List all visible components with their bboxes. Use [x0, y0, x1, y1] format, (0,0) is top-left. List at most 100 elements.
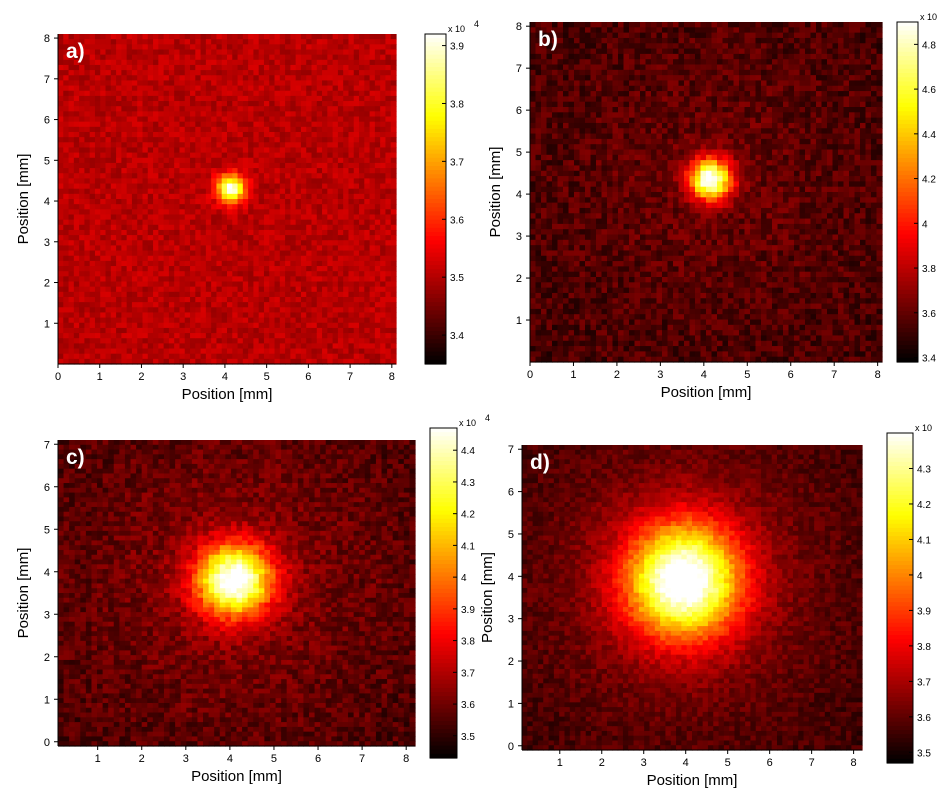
y-tick-label: 4 — [516, 189, 522, 201]
x-tick-label: 5 — [271, 753, 277, 765]
colorbar-tick-label: 3.7 — [917, 677, 931, 688]
y-tick-label: 7 — [44, 439, 50, 451]
y-tick-label: 2 — [508, 656, 514, 668]
colorbar-tick-label: 4.2 — [461, 510, 475, 521]
colorbar-tick-label: 4.4 — [922, 130, 936, 141]
y-tick-label: 3 — [508, 614, 514, 626]
x-tick-label: 5 — [264, 371, 270, 383]
x-tick-label: 7 — [831, 369, 837, 381]
colorbar-tick-label: 3.6 — [917, 713, 931, 724]
colorbar-tick-label: 4.4 — [461, 446, 475, 457]
heatmap-image — [530, 22, 883, 363]
y-tick-label: 2 — [44, 278, 50, 290]
colorbar-exponent: 4 — [474, 19, 479, 29]
x-tick-label: 2 — [139, 753, 145, 765]
x-tick-label: 4 — [227, 753, 233, 765]
y-axis-label: Position [mm] — [15, 154, 32, 245]
colorbar-tick-label: 3.9 — [917, 606, 931, 617]
y-tick-label: 4 — [44, 196, 50, 208]
y-tick-label: 1 — [44, 694, 50, 706]
x-axis-label: Position [mm] — [191, 768, 282, 785]
y-tick-label: 7 — [516, 63, 522, 75]
x-tick-label: 7 — [347, 371, 353, 383]
y-tick-label: 5 — [516, 147, 522, 159]
x-tick-label: 2 — [138, 371, 144, 383]
colorbar-tick-label: 4.3 — [461, 478, 475, 489]
y-tick-label: 3 — [516, 231, 522, 243]
y-axis-label: Position [mm] — [479, 552, 496, 643]
y-tick-label: 7 — [508, 444, 514, 456]
colorbar-tick-label: 4.6 — [922, 85, 936, 96]
panel-label: c) — [66, 446, 85, 469]
x-tick-label: 1 — [557, 757, 563, 769]
colorbar-multiplier: x 10 — [920, 12, 937, 22]
x-tick-label: 5 — [725, 757, 731, 769]
y-tick-label: 1 — [44, 318, 50, 330]
colorbar-tick-label: 4.1 — [461, 541, 475, 552]
x-tick-label: 4 — [701, 369, 707, 381]
x-tick-label: 7 — [359, 753, 365, 765]
colorbar-tick-label: 3.8 — [917, 642, 931, 653]
panel-label: b) — [538, 28, 558, 51]
x-tick-label: 3 — [657, 369, 663, 381]
colorbar-tick-label: 4.2 — [922, 175, 936, 186]
x-tick-label: 6 — [315, 753, 321, 765]
colorbar-tick-label: 3.6 — [461, 700, 475, 711]
y-tick-label: 2 — [44, 652, 50, 664]
x-tick-label: 8 — [403, 753, 409, 765]
x-tick-label: 1 — [97, 371, 103, 383]
x-tick-label: 6 — [767, 757, 773, 769]
x-tick-label: 2 — [599, 757, 605, 769]
y-tick-label: 8 — [516, 21, 522, 33]
heatmap-image — [58, 34, 397, 365]
y-tick-label: 7 — [44, 74, 50, 86]
panel-label: d) — [530, 451, 550, 474]
x-tick-label: 2 — [614, 369, 620, 381]
x-axis-label: Position [mm] — [661, 384, 752, 401]
colorbar-tick-label: 3.6 — [922, 309, 936, 320]
colorbar-tick-label: 3.4 — [450, 331, 464, 342]
x-axis-label: Position [mm] — [647, 772, 738, 789]
colorbar-tick-label: 3.6 — [450, 215, 464, 226]
colorbar-tick-label: 4 — [917, 571, 923, 582]
colorbar-tick-label: 3.4 — [922, 354, 936, 365]
y-tick-label: 4 — [508, 571, 514, 583]
colorbar-tick-label: 4.8 — [922, 40, 936, 51]
x-tick-label: 8 — [875, 369, 881, 381]
x-tick-label: 4 — [683, 757, 689, 769]
colorbar-tick-label: 3.8 — [922, 264, 936, 275]
colorbar-tick-label: 3.5 — [461, 732, 475, 743]
colorbar-tick-label: 3.9 — [450, 42, 464, 53]
colorbar-tick-label: 3.7 — [450, 157, 464, 168]
x-tick-label: 3 — [183, 753, 189, 765]
colorbar-multiplier: x 10 — [448, 24, 465, 34]
x-tick-label: 7 — [809, 757, 815, 769]
colorbar-multiplier: x 10 — [459, 418, 476, 428]
y-tick-label: 0 — [508, 741, 514, 753]
colorbar: 3.53.63.73.83.944.14.24.3x 104 — [887, 418, 939, 764]
x-tick-label: 8 — [389, 371, 395, 383]
y-tick-label: 8 — [44, 33, 50, 45]
panel-label: a) — [66, 40, 85, 63]
y-tick-label: 4 — [44, 567, 50, 579]
y-tick-label: 0 — [44, 737, 50, 749]
colorbar-tick-label: 4 — [461, 573, 467, 584]
heatmap-image — [58, 440, 416, 747]
y-tick-label: 6 — [516, 105, 522, 117]
y-tick-label: 6 — [44, 115, 50, 127]
colorbar-tick-label: 4 — [922, 219, 928, 230]
y-axis-label: Position [mm] — [487, 147, 504, 238]
x-tick-label: 0 — [55, 371, 61, 383]
colorbar-tick-label: 3.8 — [450, 99, 464, 110]
y-tick-label: 1 — [508, 698, 514, 710]
y-tick-label: 5 — [44, 524, 50, 536]
x-tick-label: 4 — [222, 371, 228, 383]
y-axis-label: Position [mm] — [15, 548, 32, 639]
y-tick-label: 2 — [516, 273, 522, 285]
x-tick-label: 3 — [180, 371, 186, 383]
x-tick-label: 5 — [744, 369, 750, 381]
